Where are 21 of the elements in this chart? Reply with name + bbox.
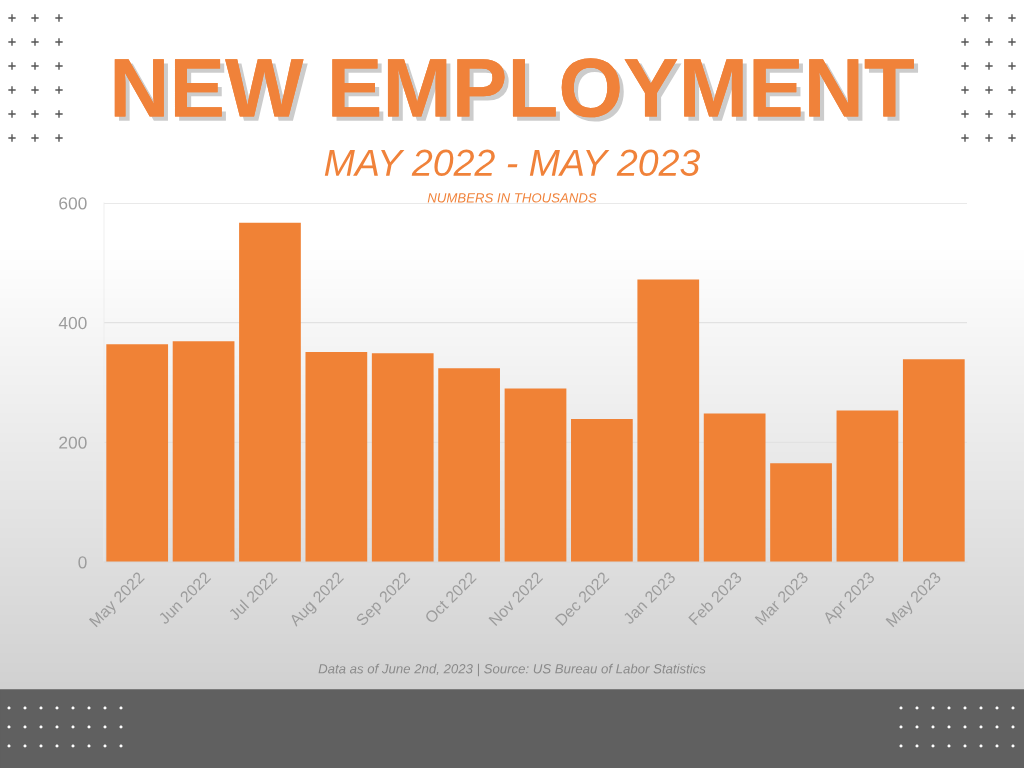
bar — [902, 359, 965, 562]
bar — [703, 413, 766, 562]
y-tick-label: 0 — [78, 556, 87, 569]
y-tick-label: 200 — [59, 436, 87, 449]
bar — [172, 341, 235, 562]
bar — [305, 351, 368, 562]
bar — [438, 368, 500, 562]
bar — [571, 419, 633, 562]
bar — [637, 279, 700, 562]
bar — [836, 410, 899, 562]
text: NUMBERS IN THOUSANDS — [427, 193, 597, 203]
y-tick-label: 400 — [58, 316, 87, 330]
bar — [106, 344, 169, 562]
bar — [504, 388, 567, 562]
bar — [239, 222, 301, 562]
bar — [371, 353, 434, 562]
y-tick-label: 600 — [59, 197, 87, 210]
chart-subtitle: MAY 2022 - MAY 2023 — [324, 149, 701, 177]
bar — [770, 463, 832, 562]
chart-title: NEW EMPLOYMENT — [114, 58, 919, 122]
text: Data as of June 2nd, 2023 | Source: US Bureau of Labor Statistics — [318, 663, 706, 677]
